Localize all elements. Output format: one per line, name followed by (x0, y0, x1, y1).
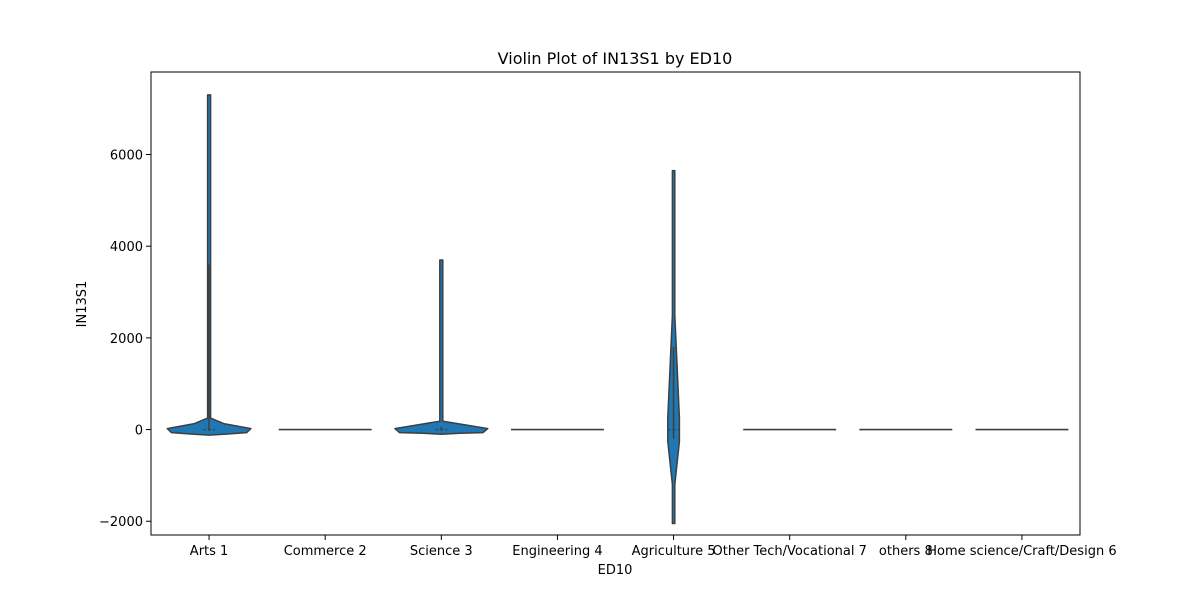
plot-area (166, 94, 1069, 525)
chart-title: Violin Plot of IN13S1 by ED10 (498, 49, 733, 68)
x-tick-label: Home science/Craft/Design 6 (927, 544, 1116, 559)
x-axis-ticks: Arts 1 Commerce 2 Science 3 Engineering 4 Ag… (190, 535, 1117, 559)
violin-body (394, 259, 489, 435)
y-tick-label: 0 (135, 424, 143, 439)
x-tick-label: Agriculture 5 (632, 544, 716, 559)
x-axis-label: ED10 (598, 563, 633, 578)
axes-frame (150, 71, 1081, 536)
x-tick-label: others 8 (879, 544, 933, 559)
x-tick-label: Commerce 2 (284, 544, 367, 559)
y-tick-label: 2000 (110, 332, 143, 347)
x-tick-label: Science 3 (410, 544, 473, 559)
x-tick-label: Other Tech/Vocational 7 (713, 544, 867, 559)
y-tick-label: 4000 (110, 240, 143, 255)
y-axis-ticks: −2000 0 2000 4000 6000 (99, 149, 151, 530)
x-tick-label: Arts 1 (190, 544, 229, 559)
y-axis-label: IN13S1 (75, 281, 90, 328)
y-tick-label: 6000 (110, 149, 143, 164)
x-tick-label: Engineering 4 (512, 544, 602, 559)
y-tick-label: −2000 (99, 515, 143, 530)
